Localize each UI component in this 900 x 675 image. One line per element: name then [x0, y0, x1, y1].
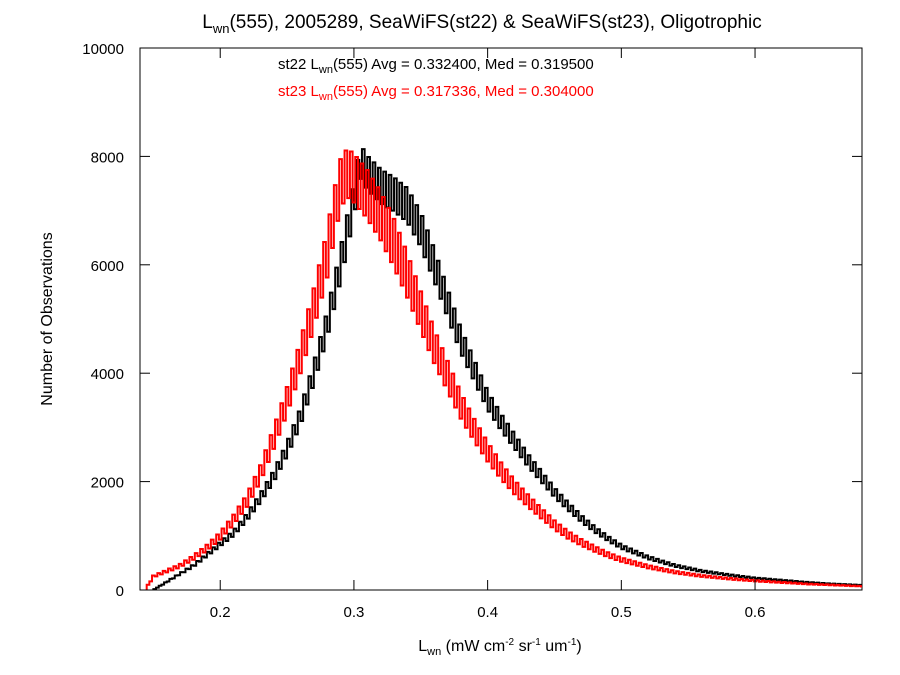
chart-title-main: L [202, 12, 213, 33]
y-tick-label: 10000 [82, 41, 124, 58]
series-line-0 [152, 148, 862, 590]
y-tick-label: 0 [116, 583, 124, 600]
y-tick-label: 6000 [91, 258, 124, 275]
annotation-st23-prefix: st23 L [278, 83, 319, 100]
y-tick-label: 2000 [91, 475, 124, 492]
series-layer [145, 148, 862, 590]
y-axis-label: Number of Observations [39, 232, 56, 405]
x-axis-label-p3: um [541, 638, 568, 655]
x-tick-label: 0.6 [745, 604, 766, 621]
annotation-st22-suffix: (555) Avg = 0.332400, Med = 0.319500 [333, 56, 594, 73]
annotation-st22-prefix: st22 L [278, 56, 319, 73]
annotation-st23-subscript: wn [318, 91, 333, 103]
x-axis-label-sup2: -1 [532, 637, 541, 648]
chart-title-rest: (555), 2005289, SeaWiFS(st22) & SeaWiFS(… [229, 12, 761, 33]
x-axis-label-p2: sr [514, 638, 532, 655]
series-line-1 [145, 149, 862, 590]
x-axis-label-sup3: -1 [567, 637, 576, 648]
annotation-st23-suffix: (555) Avg = 0.317336, Med = 0.304000 [333, 83, 594, 100]
x-axis-label-sup1: -2 [505, 637, 514, 648]
annotation-st23: st23 Lwn(555) Avg = 0.317336, Med = 0.30… [278, 83, 594, 103]
x-axis-label-p4: ) [576, 638, 581, 655]
x-axis-label-sub: wn [426, 646, 441, 658]
annotation-st22: st22 Lwn(555) Avg = 0.332400, Med = 0.31… [278, 56, 594, 76]
x-axis-label-p1: (mW cm [441, 638, 505, 655]
chart-title: Lwn(555), 2005289, SeaWiFS(st22) & SeaWi… [202, 12, 761, 36]
ticks-layer: 0.2 0.3 0.4 0.5 0.6 0 2000 4000 6000 8000 10000 [82, 41, 862, 621]
chart-title-subscript: wn [212, 21, 230, 36]
x-axis-label: Lwn (mW cm-2 sr-1 um-1) [418, 637, 581, 658]
x-tick-label: 0.2 [210, 604, 231, 621]
y-tick-label: 4000 [91, 366, 124, 383]
y-tick-label: 8000 [91, 149, 124, 166]
x-tick-label: 0.3 [343, 604, 364, 621]
plot-frame [139, 47, 863, 591]
x-tick-label: 0.5 [611, 604, 632, 621]
annotation-st22-subscript: wn [318, 64, 333, 76]
x-tick-label: 0.4 [477, 604, 498, 621]
x-axis-label-main: L [418, 638, 427, 655]
